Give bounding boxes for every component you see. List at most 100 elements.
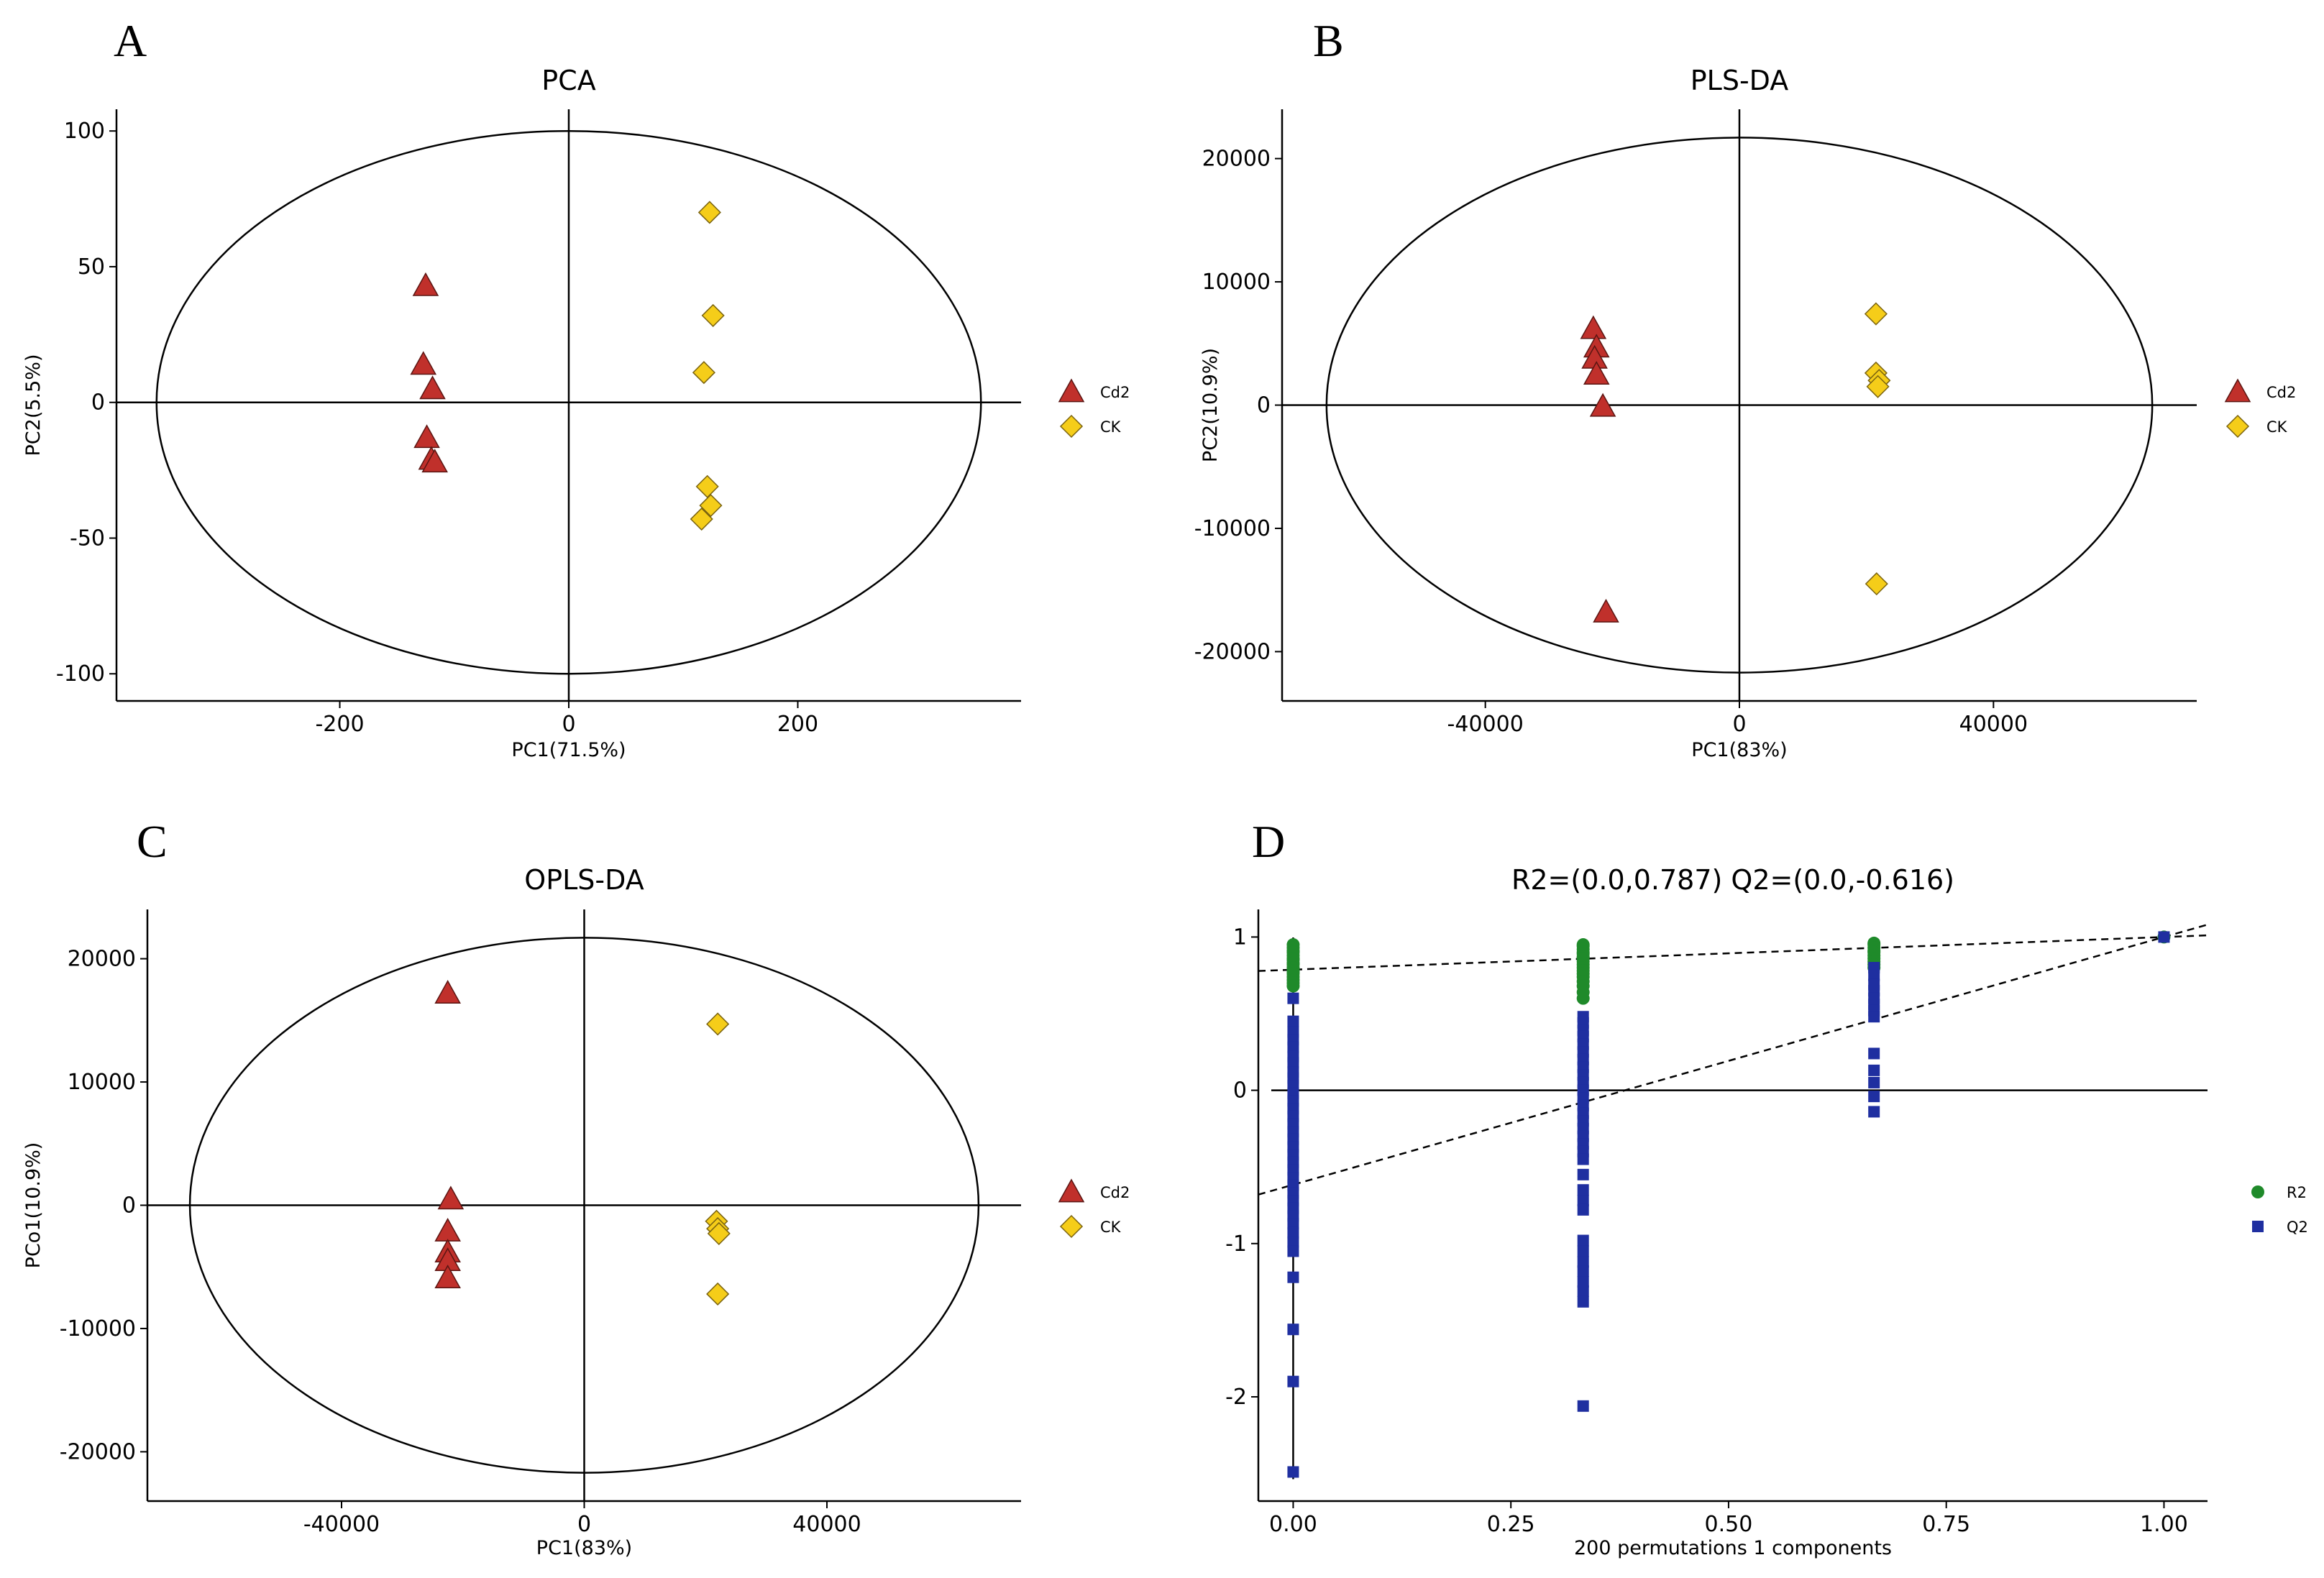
panel-c-y-tick-label: -10000 xyxy=(60,1316,136,1341)
panel-b-title: PLS-DA xyxy=(1691,65,1789,96)
panel-d-x-tick-label: 0.25 xyxy=(1487,1512,1535,1537)
panel-b-chart: PLS-DA -40000 0 40000 -20000 -10000 0 10000 2000… xyxy=(1194,65,2297,761)
panel-d-legend-r2-key xyxy=(2251,1185,2264,1198)
panel-d-q2-point xyxy=(1868,1011,1880,1023)
panel-c-x-tick-label: -40000 xyxy=(303,1512,380,1537)
panel-c-cd2-point xyxy=(437,1185,465,1210)
panel-c-legend-cd2-key xyxy=(1058,1178,1085,1203)
panel-c-x-tick-label: 40000 xyxy=(792,1512,861,1537)
panel-c-confidence-ellipse xyxy=(188,937,980,1474)
panel-c-title: OPLS-DA xyxy=(524,864,644,896)
panel-a-x-tick-label: 200 xyxy=(777,712,818,737)
panel-d-q2-point xyxy=(1287,1057,1299,1069)
panel-d-q2-point xyxy=(1868,1047,1880,1060)
panel-c-cd2-point xyxy=(434,980,461,1004)
panel-d-q2-point xyxy=(1287,1218,1299,1230)
panel-c-y-tick-label: 10000 xyxy=(68,1070,136,1095)
panel-d-r2-point xyxy=(1576,991,1590,1005)
panel-a-legend-cd2-key xyxy=(1058,378,1085,403)
panel-b-x-tick-label: 40000 xyxy=(1959,712,2028,737)
panel-d-q2-point xyxy=(1287,1245,1299,1257)
panel-d-y-tick-label: -2 xyxy=(1225,1385,1247,1410)
panel-d-q2-point xyxy=(1287,1324,1299,1336)
panel-a-y-tick-label: 0 xyxy=(91,390,105,416)
panel-c-x-label: PC1(83%) xyxy=(536,1537,632,1559)
panel-b-ck-point xyxy=(1864,302,1888,326)
panel-b-legend-cd2-key xyxy=(2224,378,2251,403)
panel-d-y-tick-label: 1 xyxy=(1233,925,1247,950)
panel-d-q2-point xyxy=(1577,1265,1589,1277)
panel-d-q2-regression-line xyxy=(1258,923,2208,1196)
panel-d-q2-point xyxy=(1287,1271,1299,1283)
panel-b-cd2-point xyxy=(1583,361,1610,385)
panel-c-x-tick-label: 0 xyxy=(577,1512,591,1537)
panel-a-chart: PCA -200 0 200 -100 -50 0 50 100 PC1(71.5%) PC2(5.… xyxy=(22,65,1130,761)
panel-a-y-tick-label: 100 xyxy=(64,119,105,144)
panel-a-cd2-point xyxy=(413,424,440,449)
panel-c-y-tick-label: 20000 xyxy=(68,947,136,972)
panel-b-y-tick-label: 10000 xyxy=(1202,270,1271,295)
panel-d-x-tick-label: 0.00 xyxy=(1269,1512,1317,1537)
panel-b-confidence-ellipse xyxy=(1325,137,2154,674)
panel-a-ck-point xyxy=(701,303,725,327)
panel-c-y-tick-label: 0 xyxy=(122,1193,136,1219)
panel-d-q2-point xyxy=(1577,1195,1589,1207)
panel-d-y-tick-label: -1 xyxy=(1225,1231,1247,1257)
panel-a-y-tick-label: -100 xyxy=(56,661,105,687)
panel-d-q2-point xyxy=(1868,969,1880,981)
panel-d-legend-q2-label: Q2 xyxy=(2287,1219,2308,1236)
panel-a-legend-ck-key xyxy=(1059,414,1084,439)
panel-b-x-label: PC1(83%) xyxy=(1691,739,1787,761)
panel-d-q2-point xyxy=(2158,931,2170,943)
panel-d-q2-point xyxy=(1577,1400,1589,1412)
panel-d-q2-point xyxy=(1577,1245,1589,1257)
panel-a-y-tick-label: 50 xyxy=(78,254,105,280)
panel-a-x-label: PC1(71.5%) xyxy=(511,739,626,761)
panel-a-confidence-ellipse xyxy=(155,129,982,675)
panel-label-b: B xyxy=(1313,15,1344,66)
panel-b-y-tick-label: -10000 xyxy=(1194,516,1271,541)
panel-d-q2-point xyxy=(1287,992,1299,1004)
panel-a-ck-point xyxy=(690,507,713,531)
panel-d-q2-point xyxy=(1287,1041,1299,1053)
panel-d-q2-point xyxy=(1577,1153,1589,1165)
panel-label-a: A xyxy=(114,15,147,66)
panel-d-q2-point xyxy=(1577,1203,1589,1216)
panel-d-q2-point xyxy=(1577,1256,1589,1268)
panel-d-q2-point xyxy=(1287,1466,1299,1478)
panel-b-legend-ck-label: CK xyxy=(2266,418,2288,436)
panel-a-x-tick-label: -200 xyxy=(315,712,364,737)
panel-b-legend-cd2-label: Cd2 xyxy=(2266,384,2296,401)
panel-c-ck-point xyxy=(706,1012,730,1036)
panel-b-x-tick-label: 0 xyxy=(1732,712,1746,737)
panel-b-cd2-point xyxy=(1580,315,1607,339)
panel-d-q2-point xyxy=(1577,1285,1589,1297)
panel-b-cd2-point xyxy=(1589,393,1616,417)
panel-a-y-label: PC2(5.5%) xyxy=(22,354,45,457)
panel-a-y-tick-label: -50 xyxy=(70,526,105,551)
panel-d-r2-regression-line xyxy=(1258,934,2208,972)
panel-d-x-tick-label: 0.50 xyxy=(1705,1512,1753,1537)
panel-d-title: R2=(0.0,0.787) Q2=(0.0,-0.616) xyxy=(1511,864,1954,896)
panel-a-cd2-point xyxy=(421,449,448,473)
panel-d-q2-point xyxy=(1287,1375,1299,1387)
panel-c-cd2-point xyxy=(434,1217,461,1242)
panel-a-legend-cd2-label: Cd2 xyxy=(1100,384,1130,401)
panel-b-cd2-point xyxy=(1593,599,1619,623)
panel-b-y-tick-label: 20000 xyxy=(1202,147,1271,172)
panel-d-q2-point xyxy=(1577,1184,1589,1196)
panel-d-q2-point xyxy=(1868,1064,1880,1076)
panel-c-legend-ck-label: CK xyxy=(1100,1219,1122,1236)
panel-d-q2-point xyxy=(1577,1168,1589,1180)
panel-d-q2-point xyxy=(1287,1226,1299,1239)
panel-a-x-tick-label: 0 xyxy=(562,712,575,737)
panel-d-y-tick-label: 0 xyxy=(1233,1078,1247,1104)
panel-a-ck-point xyxy=(699,494,723,518)
panel-a-ck-point xyxy=(697,201,721,224)
panel-c-ck-point xyxy=(706,1282,730,1306)
panel-b-y-tick-label: -20000 xyxy=(1194,639,1271,664)
panel-b-x-tick-label: -40000 xyxy=(1447,712,1524,737)
panel-d-legend-q2-key xyxy=(2252,1221,2264,1232)
panel-d-r2-point xyxy=(1286,979,1300,993)
